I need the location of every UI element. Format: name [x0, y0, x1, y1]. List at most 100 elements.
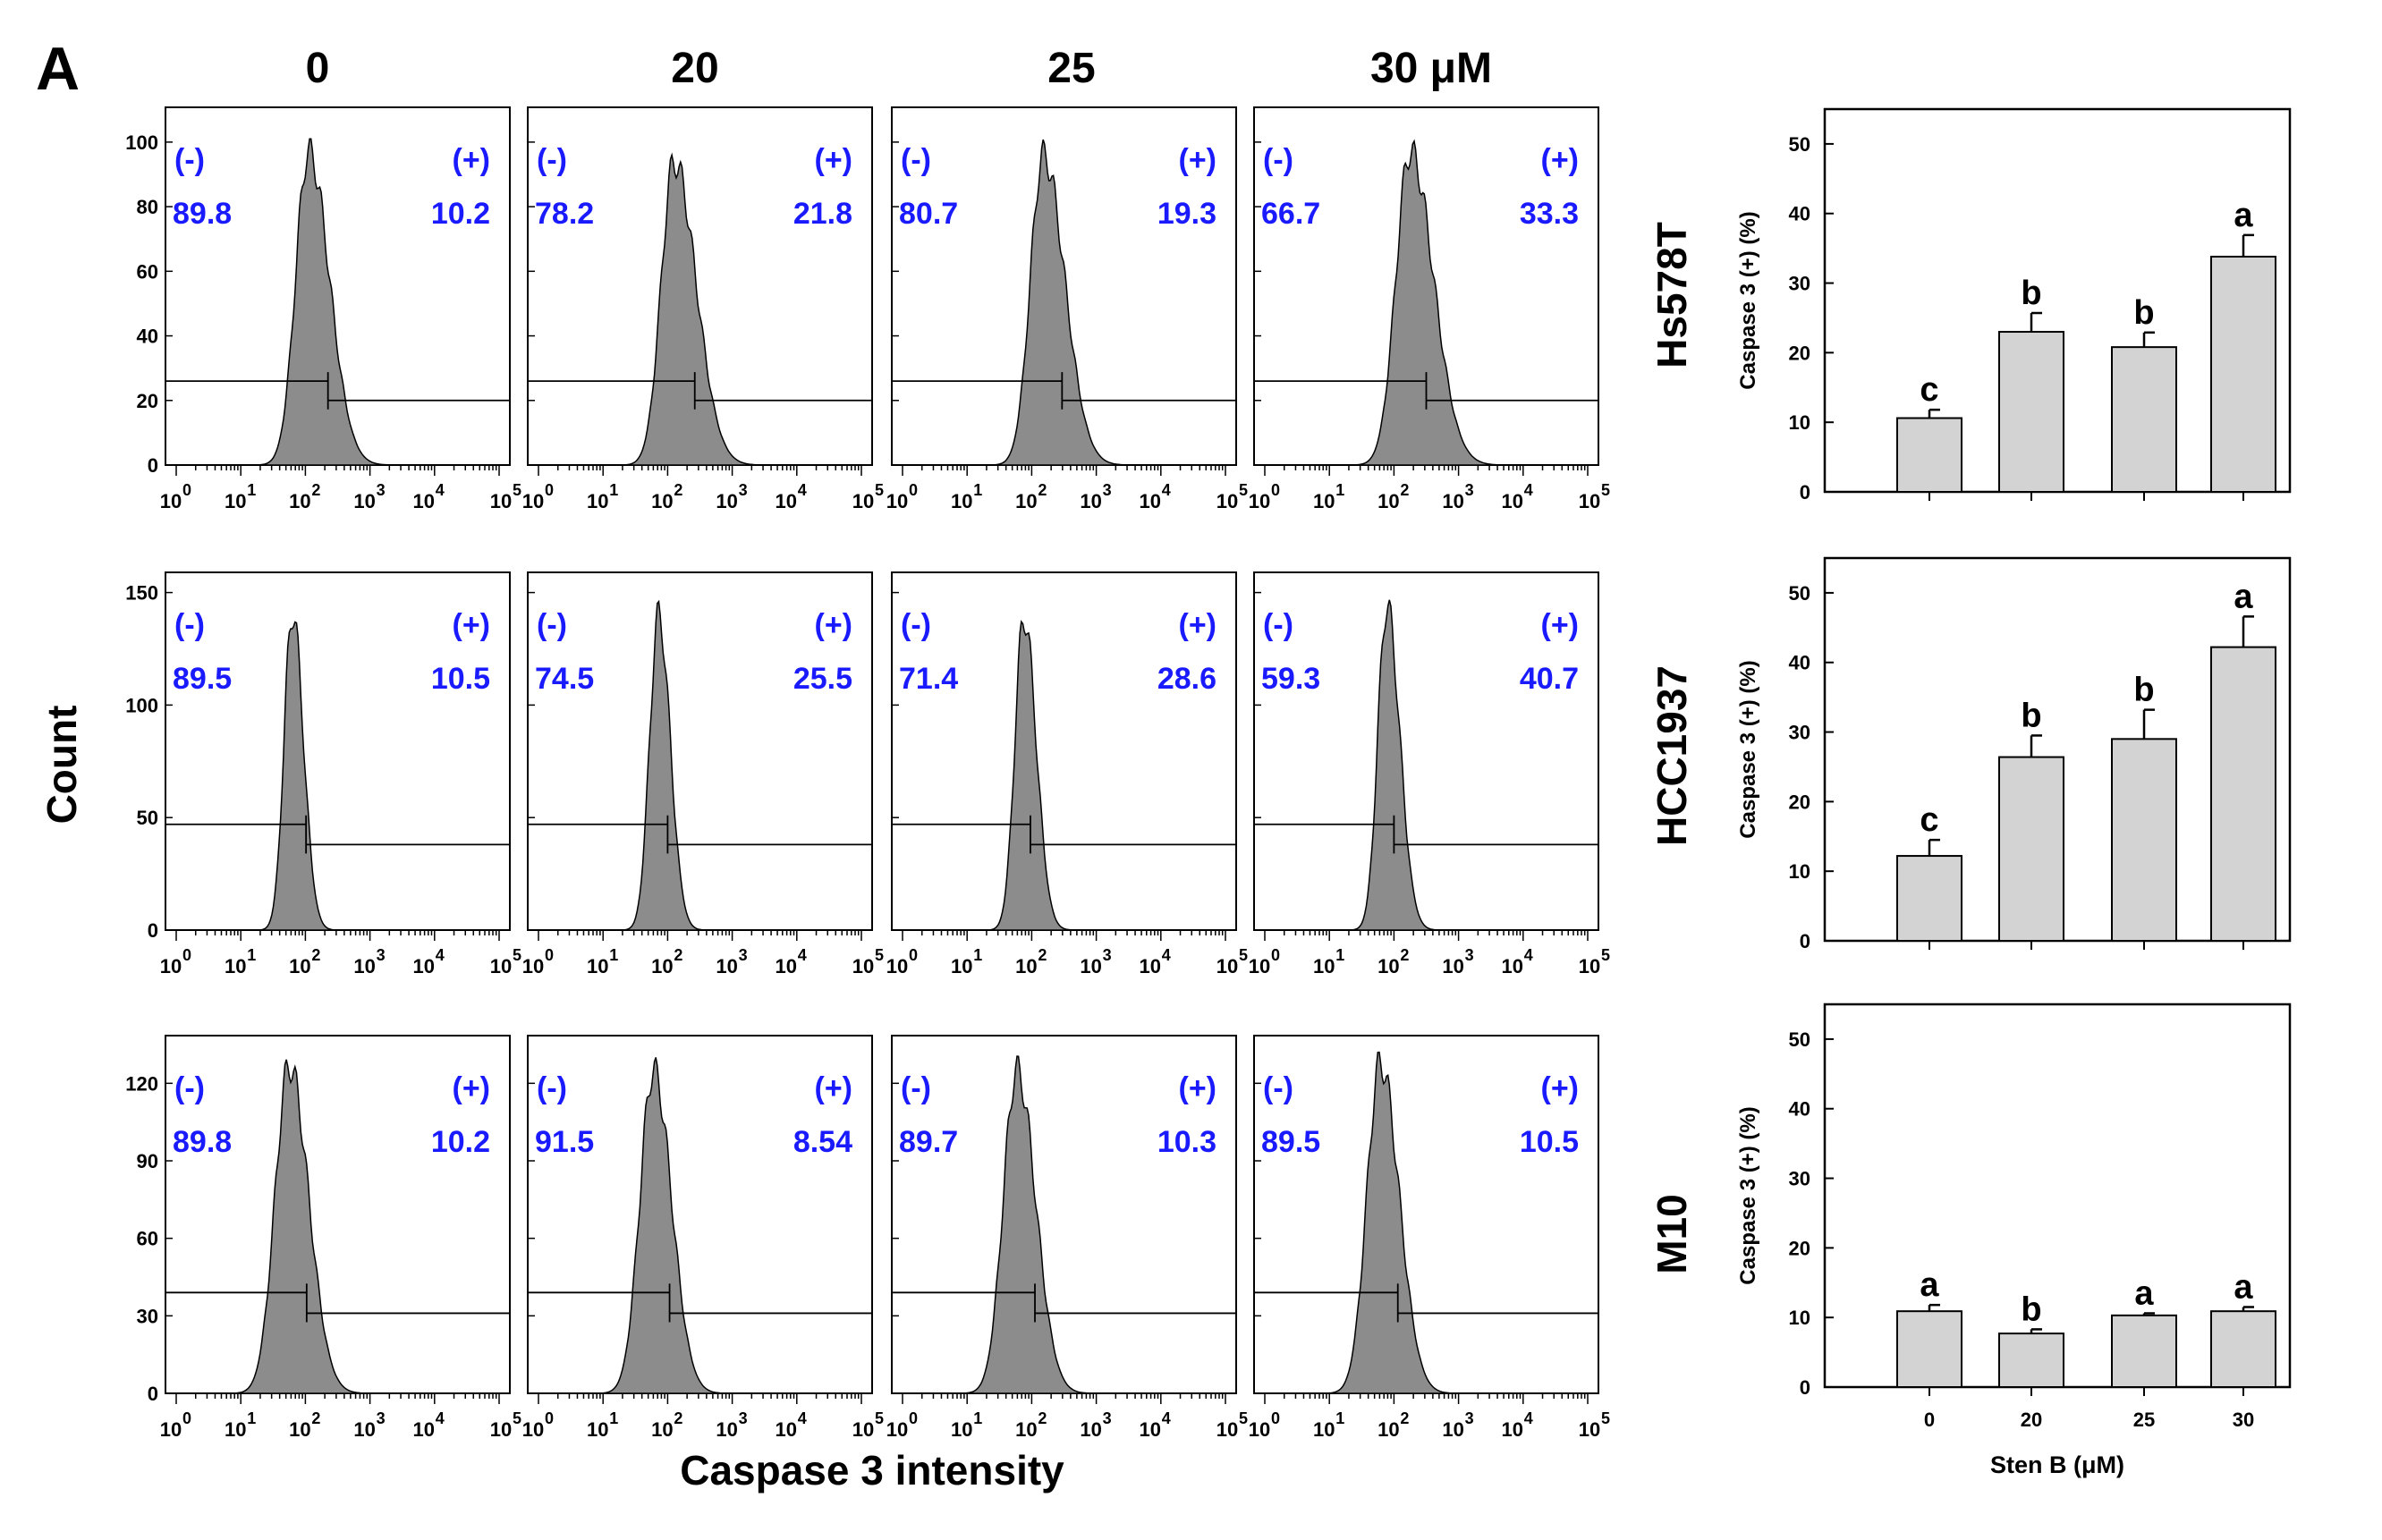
x-tick-exponent: 5 — [1601, 946, 1610, 964]
x-tick-exponent: 2 — [1038, 946, 1047, 964]
x-tick-label: 10 — [522, 955, 544, 977]
x-tick-label: 10 — [1579, 1418, 1600, 1441]
y-tick-label: 40 — [1789, 203, 1810, 225]
bar — [1896, 417, 1962, 493]
histogram-curve — [201, 1059, 435, 1394]
gate-negative-label: (-) — [901, 1071, 931, 1105]
significance-letter: a — [2234, 197, 2253, 234]
histogram-panel: (-) (+)89.5 10.510 0 10 1 10 2 10 3 10 4 10 5 — [1249, 1035, 1610, 1441]
significance-letter: a — [2234, 578, 2253, 615]
positive-percentage: 10.2 — [431, 1125, 490, 1159]
y-tick-label: 40 — [137, 326, 158, 348]
x-tick-exponent: 0 — [1271, 481, 1280, 499]
x-tick-exponent: 3 — [377, 946, 386, 964]
x-tick-label: 10 — [225, 1418, 246, 1441]
y-tick-label: 10 — [1789, 411, 1810, 434]
histogram-panel: (-) (+)66.7 33.310 0 10 1 10 2 10 3 10 4 10 5 — [1249, 106, 1610, 512]
x-tick-exponent: 5 — [1601, 481, 1610, 499]
row-labels: Hs578T HCC1937 M10 — [1649, 222, 1695, 1274]
x-tick-label: 10 — [1080, 1418, 1101, 1441]
positive-percentage: 8.54 — [793, 1125, 852, 1159]
gate-negative-label: (-) — [901, 143, 931, 177]
gate-negative-label: (-) — [1263, 143, 1293, 177]
bar-chart-hs578t: 0 10 20 30 40 50 Caspase 3 (+) (%) c b b a — [1736, 107, 2292, 503]
bar-chart-m10: 0 10 20 30 40 50 Caspase 3 (+) (%) a 0 b 20 a 25 a 30 S… — [1736, 1003, 2292, 1478]
row-label-hcc1937: HCC1937 — [1649, 665, 1695, 846]
x-tick-exponent: 3 — [1103, 481, 1112, 499]
x-tick-exponent: 1 — [609, 1409, 618, 1427]
x-tick-exponent: 4 — [798, 946, 807, 964]
gate-positive-label: (+) — [1179, 1071, 1217, 1105]
y-tick-label: 50 — [137, 807, 158, 829]
y-tick-label: 90 — [137, 1150, 158, 1172]
x-tick-label: 10 — [951, 1418, 972, 1441]
y-tick-label: 30 — [1789, 273, 1810, 295]
x-tick-label: 10 — [1377, 1418, 1399, 1441]
negative-percentage: 89.7 — [899, 1125, 958, 1159]
gate-negative-label: (-) — [901, 608, 931, 642]
histogram-grid: (-) (+)89.8 10.210 0 10 1 10 2 10 3 10 4 10 502040608… — [125, 106, 1610, 1441]
x-tick-label: 10 — [1313, 955, 1335, 977]
histogram-panel: (-) (+)89.7 10.310 0 10 1 10 2 10 3 10 4 10 5 — [886, 1035, 1248, 1441]
x-tick-label: 10 — [522, 490, 544, 512]
x-tick-exponent: 3 — [377, 1409, 386, 1427]
x-tick-exponent: 3 — [1103, 1409, 1112, 1427]
x-tick-label: 10 — [1442, 490, 1463, 512]
figure-label: A — [36, 35, 80, 103]
x-tick-label: 10 — [1579, 955, 1600, 977]
histogram-panel: (-) (+)80.7 19.310 0 10 1 10 2 10 3 10 4 10 5 — [886, 106, 1248, 512]
x-tick-label: 10 — [225, 955, 246, 977]
column-header-0: 0 — [306, 45, 330, 92]
histogram-frame — [527, 1035, 873, 1394]
bar-chart-hcc1937: 0 10 20 30 40 50 Caspase 3 (+) (%) c b b a — [1736, 556, 2292, 952]
significance-letter: a — [1920, 1266, 1939, 1304]
histogram-row-m10: (-) (+)89.8 10.210 0 10 1 10 2 10 3 10 4 10 503060901… — [125, 1035, 1610, 1441]
y-tick-label: 0 — [148, 919, 158, 942]
gate-negative-label: (-) — [1263, 608, 1293, 642]
y-tick-label: 10 — [1789, 860, 1810, 883]
x-tick-label: 10 — [413, 955, 435, 977]
y-tick-label: 30 — [1789, 722, 1810, 744]
histogram-panel: (-) (+)89.8 10.210 0 10 1 10 2 10 3 10 4 10 502040608… — [125, 106, 521, 512]
x-tick-label: 10 — [716, 490, 737, 512]
y-tick-label: 20 — [1789, 791, 1810, 813]
bar — [2210, 1310, 2276, 1389]
histogram-frame — [527, 571, 873, 931]
x-tick-label: 10 — [1015, 1418, 1037, 1441]
x-tick-exponent: 3 — [739, 946, 748, 964]
x-tick-label: 20 — [2021, 1409, 2042, 1431]
x-tick-label: 10 — [1442, 955, 1463, 977]
x-tick-exponent: 2 — [674, 1409, 682, 1427]
negative-percentage: 89.8 — [173, 197, 232, 231]
x-tick-exponent: 5 — [1601, 1409, 1610, 1427]
x-tick-label: 10 — [1249, 1418, 1270, 1441]
gate-positive-label: (+) — [453, 608, 491, 642]
y-tick-label: 50 — [1789, 582, 1810, 605]
x-tick-exponent: 1 — [609, 481, 618, 499]
x-tick-label: 10 — [1313, 1418, 1335, 1441]
gate-negative-label: (-) — [537, 1071, 567, 1105]
significance-letter: b — [2133, 294, 2154, 332]
histogram-panel: (-) (+)71.4 28.610 0 10 1 10 2 10 3 10 4 10 5 — [886, 571, 1248, 977]
x-tick-label: 10 — [160, 490, 182, 512]
x-tick-exponent: 1 — [973, 946, 982, 964]
bar — [1896, 1310, 1962, 1389]
x-tick-exponent: 2 — [674, 481, 682, 499]
y-tick-label: 10 — [1789, 1307, 1810, 1329]
x-tick-label: 10 — [413, 490, 435, 512]
bar-chart-column: 0 10 20 30 40 50 Caspase 3 (+) (%) c b b a 0 10 20 30 4… — [1736, 107, 2292, 1478]
x-tick-exponent: 3 — [739, 1409, 748, 1427]
x-tick-label: 10 — [1140, 490, 1161, 512]
x-tick-label: 10 — [1249, 955, 1270, 977]
y-tick-label: 150 — [125, 582, 158, 605]
positive-percentage: 19.3 — [1157, 197, 1216, 231]
x-tick-label: 10 — [289, 490, 310, 512]
histogram-frame — [165, 1035, 511, 1394]
significance-letter: a — [2134, 1275, 2154, 1313]
x-tick-exponent: 1 — [609, 946, 618, 964]
y-tick-label: 0 — [1800, 481, 1810, 503]
y-tick-label: 40 — [1789, 652, 1810, 674]
x-tick-label: 10 — [1377, 955, 1399, 977]
x-tick-label: 10 — [951, 490, 972, 512]
